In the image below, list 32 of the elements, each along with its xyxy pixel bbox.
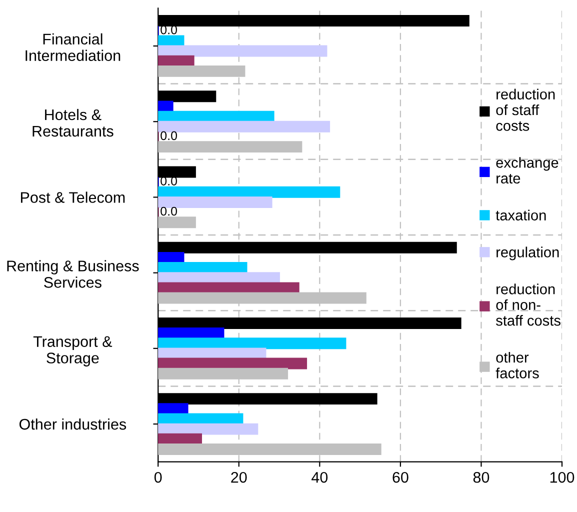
legend-label: reduction of staff costs	[496, 88, 555, 131]
x-tick-label: 80	[473, 472, 490, 483]
bar	[158, 282, 300, 294]
bar	[158, 196, 272, 208]
y-tick-label: Financial Intermediation	[26, 33, 120, 62]
bar	[158, 100, 174, 112]
legend-label: taxation	[496, 210, 546, 220]
x-tick-label: 40	[312, 472, 328, 483]
bar	[158, 348, 266, 360]
bar	[158, 120, 330, 132]
x-tick-label: 20	[231, 472, 247, 483]
bar	[158, 338, 346, 350]
x-tick-label: 60	[392, 472, 408, 483]
data-label: 0.0	[160, 206, 178, 216]
legend-label: exchange rate	[496, 157, 558, 184]
legend-label: reduction of non- staff costs	[496, 284, 560, 326]
bar	[158, 423, 258, 435]
bar	[158, 186, 340, 198]
y-tick-label: Transport & Storage	[33, 336, 112, 366]
bar	[158, 216, 196, 228]
y-tick-label: Renting & Business Services	[7, 260, 139, 288]
y-tick-label: Hotels & Restaurants	[32, 108, 114, 137]
bar	[158, 45, 328, 57]
y-tick-label: Post & Telecom	[21, 192, 125, 203]
x-tick-label: 0	[154, 472, 162, 483]
bar	[158, 413, 244, 425]
legend-label: regulation	[496, 246, 559, 260]
x-tick-label: 100	[550, 472, 574, 483]
legend-label: other factors	[496, 352, 539, 378]
data-label: 0.0	[160, 131, 178, 140]
bar	[158, 35, 184, 47]
y-tick-label: Other industries	[19, 418, 126, 430]
